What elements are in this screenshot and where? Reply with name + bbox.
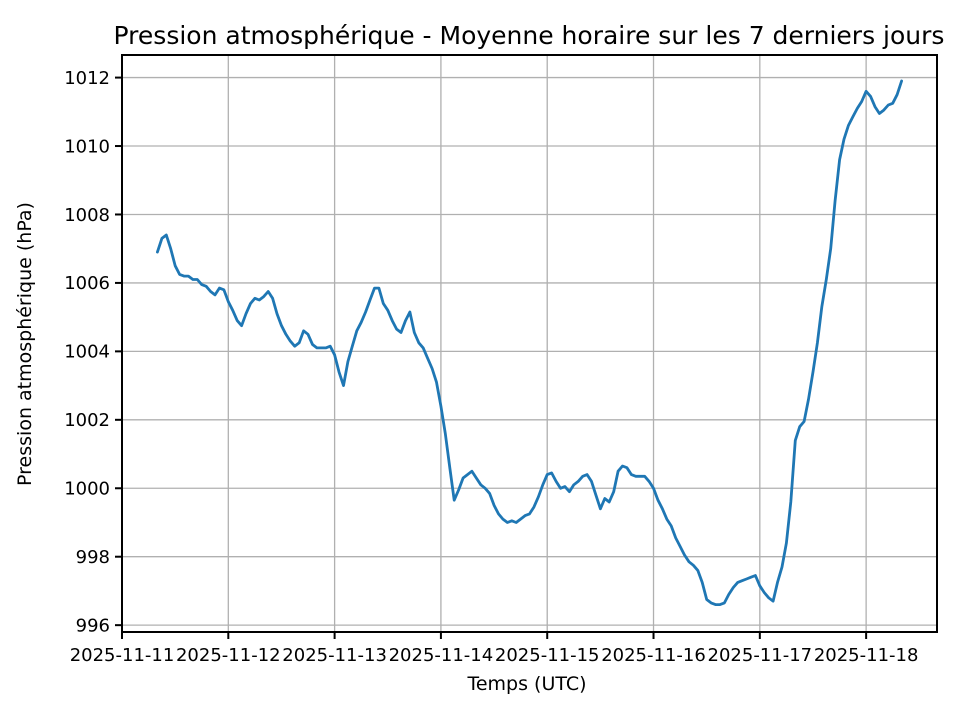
x-tick-label: 2025-11-14 — [389, 645, 494, 666]
y-tick-label: 1004 — [64, 342, 110, 363]
x-tick-label: 2025-11-18 — [814, 645, 919, 666]
x-tick-label: 2025-11-11 — [70, 645, 175, 666]
axes-spines — [121, 54, 938, 633]
y-axis-label: Pression atmosphérique (hPa) — [14, 202, 36, 486]
y-tick-label: 1006 — [64, 273, 110, 294]
gridlines — [121, 55, 937, 632]
x-tick-label: 2025-11-17 — [708, 645, 813, 666]
y-tick-label: 1012 — [64, 68, 110, 89]
y-tick-label: 996 — [76, 615, 110, 636]
x-tick-label: 2025-11-16 — [601, 645, 706, 666]
x-tick-label: 2025-11-13 — [282, 645, 387, 666]
chart-title: Pression atmosphérique - Moyenne horaire… — [114, 21, 945, 50]
y-tick-label: 1010 — [64, 136, 110, 157]
pressure-line — [155, 79, 903, 606]
y-tick-label: 1002 — [64, 410, 110, 431]
data-series — [155, 79, 903, 606]
y-tick-label: 1000 — [64, 479, 110, 500]
tick-labels: 996 998 1000 1002 1004 1006 1008 1010 1012 2025-1… — [64, 68, 918, 666]
tick-marks — [115, 76, 868, 639]
plot-border — [121, 54, 938, 633]
x-axis-label: Temps (UTC) — [466, 673, 586, 695]
y-tick-label: 998 — [76, 547, 110, 568]
x-tick-label: 2025-11-15 — [495, 645, 600, 666]
y-tick-label: 1008 — [64, 205, 110, 226]
x-tick-label: 2025-11-12 — [176, 645, 281, 666]
